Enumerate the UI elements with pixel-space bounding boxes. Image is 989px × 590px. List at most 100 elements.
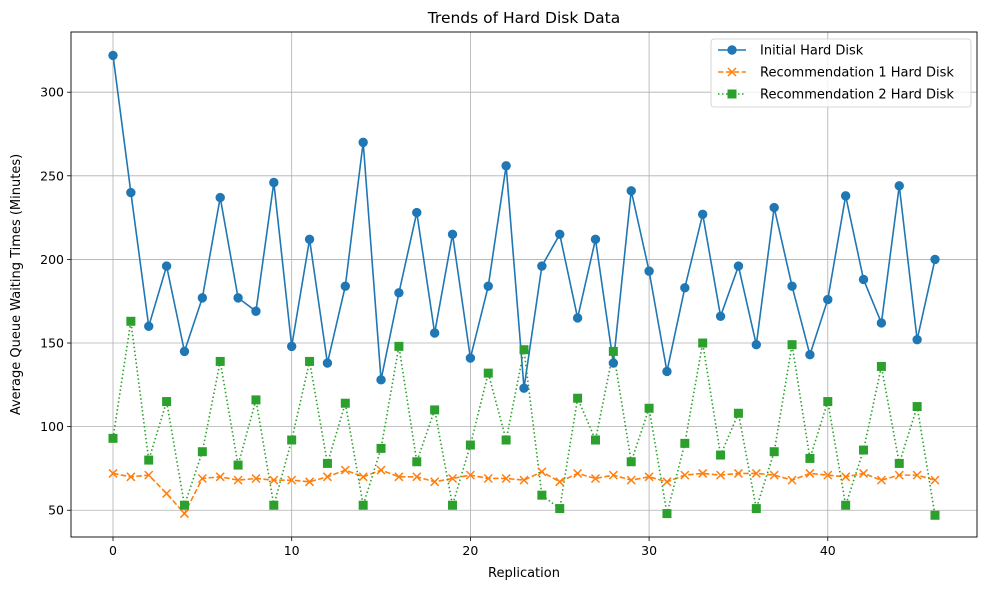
data-point xyxy=(412,207,422,218)
marker-stroke xyxy=(483,473,493,484)
data-point xyxy=(537,261,547,271)
data-point xyxy=(590,473,601,484)
marker-stroke xyxy=(608,470,618,480)
marker-stroke xyxy=(394,472,404,482)
series-markers-3 xyxy=(108,316,940,520)
y-tick-label: 50 xyxy=(48,503,64,518)
data-point xyxy=(930,510,940,520)
marker-stroke xyxy=(894,470,904,480)
x-tick-label: 40 xyxy=(820,543,836,558)
marker-stroke xyxy=(841,472,851,482)
data-point xyxy=(197,447,207,457)
data-point xyxy=(716,470,726,480)
marker-stroke xyxy=(358,472,368,482)
data-point xyxy=(108,433,118,443)
data-point xyxy=(805,453,815,463)
data-point xyxy=(376,465,386,475)
data-point xyxy=(769,202,779,213)
data-point xyxy=(179,346,190,357)
data-point xyxy=(501,161,511,171)
data-point xyxy=(555,504,565,514)
chart-title: Trends of Hard Disk Data xyxy=(427,9,621,27)
data-point xyxy=(286,341,297,352)
data-point xyxy=(358,137,368,148)
marker-stroke xyxy=(376,465,386,475)
data-point xyxy=(483,473,493,484)
data-point xyxy=(805,468,815,478)
marker-stroke xyxy=(590,473,601,484)
marker-stroke xyxy=(727,67,737,77)
marker-stroke xyxy=(555,477,565,487)
data-point xyxy=(840,191,851,201)
marker-stroke xyxy=(197,473,207,484)
marker-stroke xyxy=(751,468,761,478)
x-tick-label: 0 xyxy=(109,543,117,558)
series-markers-2 xyxy=(108,465,940,519)
marker-stroke xyxy=(537,467,547,477)
data-point xyxy=(412,472,422,482)
y-tick-label: 150 xyxy=(40,336,64,351)
data-point xyxy=(733,408,743,418)
legend-label: Recommendation 2 Hard Disk xyxy=(760,88,954,103)
data-point xyxy=(573,393,583,403)
data-point xyxy=(555,229,565,240)
x-tick-label: 30 xyxy=(641,543,657,558)
marker-stroke xyxy=(108,468,118,478)
marker-stroke xyxy=(322,472,332,482)
marker-stroke xyxy=(644,472,654,482)
data-point xyxy=(162,397,172,407)
data-point xyxy=(930,254,940,265)
data-point xyxy=(751,468,761,478)
y-tick-label: 300 xyxy=(40,85,64,100)
marker-stroke xyxy=(930,475,940,485)
marker-stroke xyxy=(430,477,440,487)
marker-stroke xyxy=(144,470,154,480)
marker-stroke xyxy=(233,475,243,485)
x-axis-ticks: 0 10 20 30 40 xyxy=(109,537,836,558)
data-point xyxy=(144,470,154,480)
data-point xyxy=(894,470,904,480)
data-point xyxy=(876,318,887,328)
data-point xyxy=(358,472,368,482)
data-point xyxy=(912,334,922,345)
data-point xyxy=(894,458,904,468)
data-point xyxy=(590,234,601,245)
data-point xyxy=(126,187,136,198)
data-point xyxy=(394,472,404,482)
data-point xyxy=(179,509,190,519)
marker-stroke xyxy=(251,473,261,484)
data-point xyxy=(251,395,261,405)
data-point xyxy=(465,440,475,450)
data-point xyxy=(751,504,761,514)
data-point xyxy=(501,473,511,484)
marker-stroke xyxy=(340,465,350,475)
data-point xyxy=(555,477,565,487)
data-point xyxy=(465,353,476,363)
data-point xyxy=(233,460,243,470)
data-point xyxy=(590,435,600,445)
data-point xyxy=(894,181,904,191)
data-point xyxy=(501,435,511,445)
marker-stroke xyxy=(858,468,869,478)
data-point xyxy=(215,356,225,366)
data-point xyxy=(322,458,332,468)
data-point xyxy=(519,383,529,393)
y-axis-ticks: 50 100 150 200 250 300 xyxy=(40,85,71,518)
data-point xyxy=(644,472,654,482)
data-point xyxy=(823,294,833,305)
data-point xyxy=(322,472,332,482)
data-point xyxy=(269,177,279,188)
data-point xyxy=(429,328,440,338)
data-point xyxy=(376,375,386,385)
data-point xyxy=(394,341,404,351)
marker-stroke xyxy=(162,488,172,499)
data-point xyxy=(626,186,636,196)
data-point xyxy=(662,509,672,519)
data-point xyxy=(608,358,619,368)
x-axis-label: Replication xyxy=(488,566,560,581)
data-point xyxy=(144,455,154,465)
data-point xyxy=(483,281,493,291)
series-markers-1 xyxy=(108,50,940,393)
x-tick-label: 20 xyxy=(462,543,478,558)
data-point xyxy=(179,500,189,510)
